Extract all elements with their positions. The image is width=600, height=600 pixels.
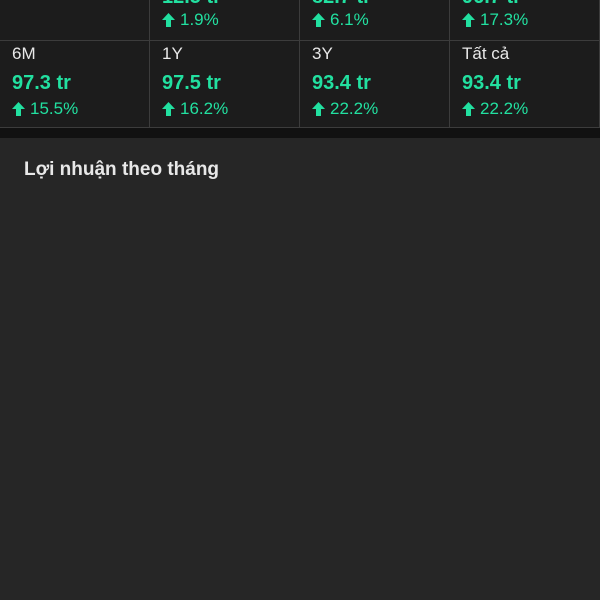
value: 12.5 tr: [162, 0, 221, 9]
change-text: 22.2%: [330, 99, 379, 118]
change: 15.5%: [12, 99, 78, 119]
value: 97.5 tr: [162, 72, 221, 94]
value: 82.7 tr: [312, 0, 371, 9]
change: 6.1%: [312, 10, 369, 30]
period-label: 1Y: [162, 44, 183, 63]
change-text: 6.1%: [330, 10, 369, 29]
stats-grid: 12.5 tr 07/202408/202409/202410/202411/20…: [0, 0, 600, 128]
change-text: 1.9%: [180, 10, 219, 29]
up-arrow: [462, 13, 475, 27]
change: 22.2%: [312, 99, 378, 119]
stat-cell: 12.5 tr 07/202408/202409/202410/202411/20…: [150, 0, 300, 41]
change: 17.3%: [462, 10, 528, 30]
change-text: 17.3%: [480, 10, 529, 29]
stat-cell: 3Y 93.4 tr 22.2%: [300, 41, 450, 128]
stat-cell: Tất cả 93.4 tr 22.2%: [450, 41, 600, 128]
change-text: 16.2%: [180, 99, 229, 118]
value: 96.7 tr: [462, 0, 521, 9]
up-arrow: [162, 102, 175, 116]
value: 97.3 tr: [12, 72, 71, 94]
period-label: Tất cả: [462, 44, 510, 63]
stat-cell: 82.7 tr6.1%: [300, 0, 450, 41]
up-arrow: [312, 102, 325, 116]
period-label: 6M: [12, 44, 36, 63]
change-text: 15.5%: [30, 99, 79, 118]
change: 07/202408/202409/202410/202411/202412/20…: [162, 10, 219, 30]
change-text: 22.2%: [480, 99, 529, 118]
stat-cell: 6M 97.3 tr 15.5%: [0, 41, 150, 128]
change: 22.2%: [462, 99, 528, 119]
up-arrow: [462, 102, 475, 116]
up-arrow: 07/202408/202409/202410/202411/202412/20…: [162, 13, 175, 27]
stat-cell: 1Y 97.5 tr 16.2%: [150, 41, 300, 128]
value: 93.4 tr: [462, 72, 521, 94]
value: 93.4 tr: [312, 72, 371, 94]
up-arrow: [312, 13, 325, 27]
change: 16.2%: [162, 99, 228, 119]
stat-cell: [0, 0, 150, 41]
separator: [0, 128, 600, 138]
period-label: 3Y: [312, 44, 333, 63]
chart-title: Lợi nhuận theo tháng: [24, 159, 219, 180]
up-arrow: [12, 102, 25, 116]
